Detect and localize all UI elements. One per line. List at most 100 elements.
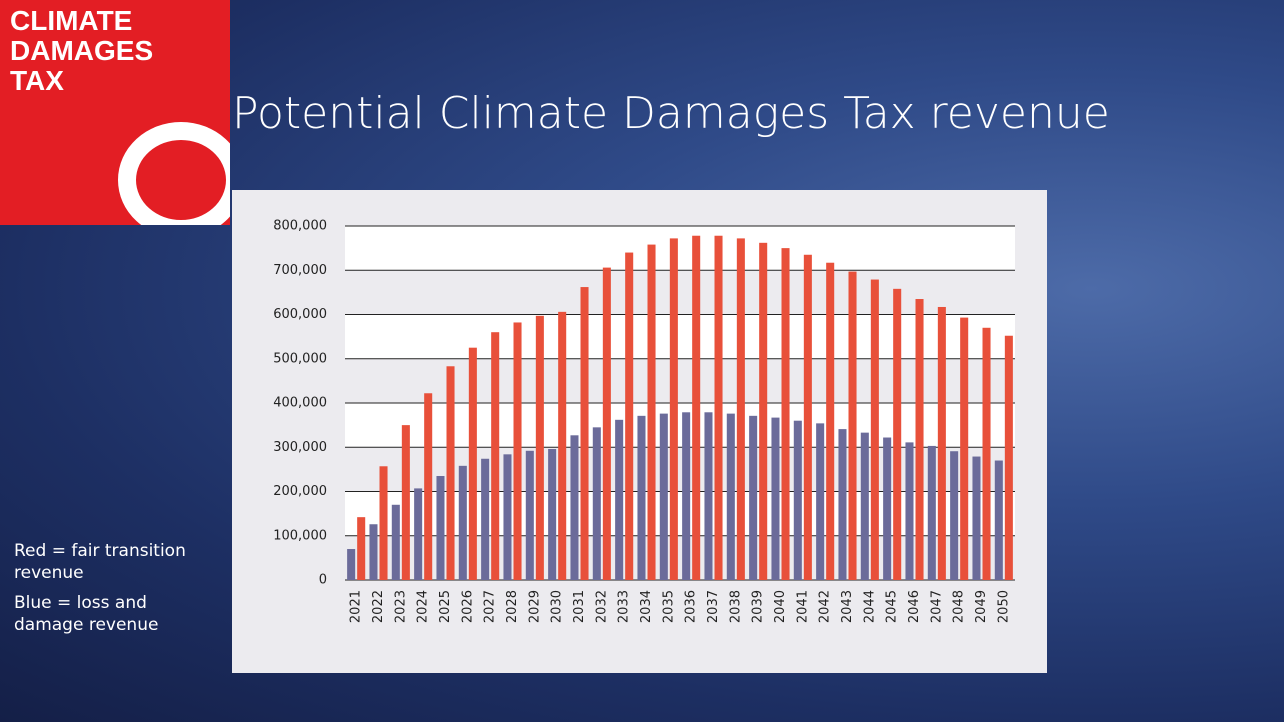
bar [938, 307, 946, 580]
bar [503, 454, 511, 580]
bar [392, 505, 400, 580]
bar [558, 312, 566, 580]
x-tick-label: 2029 [527, 590, 542, 623]
bar [637, 416, 645, 580]
bar [593, 427, 601, 580]
x-tick-label: 2046 [907, 590, 922, 623]
bar [715, 236, 723, 580]
bar [514, 322, 522, 580]
x-tick-label: 2035 [661, 590, 676, 623]
bar [871, 280, 879, 580]
bar [749, 416, 757, 580]
bar [570, 435, 578, 580]
bar [682, 412, 690, 580]
note: Red = fair transition revenue [14, 540, 214, 584]
bar [424, 393, 432, 580]
x-tick-label: 2042 [818, 590, 833, 623]
logo-text: CLIMATE [0, 0, 230, 36]
slide: CLIMATE DAMAGES TAX Potential Climate Da… [0, 0, 1284, 722]
x-tick-label: 2043 [840, 590, 855, 623]
bar [447, 366, 455, 580]
grid-band [345, 403, 1015, 447]
x-tick-label: 2026 [460, 590, 475, 623]
bar [972, 457, 980, 580]
bar [692, 236, 700, 580]
x-tick-label: 2044 [862, 590, 877, 623]
slide-title: Potential Climate Damages Tax revenue [232, 88, 1110, 139]
bar [905, 442, 913, 580]
x-tick-label: 2031 [572, 590, 587, 623]
bar [1005, 336, 1013, 580]
x-tick-label: 2040 [773, 590, 788, 623]
bar [625, 253, 633, 580]
y-tick-label: 300,000 [273, 440, 327, 455]
y-tick-label: 600,000 [273, 307, 327, 322]
bar [581, 287, 589, 580]
bar [759, 243, 767, 580]
bar [526, 451, 534, 580]
bar [794, 421, 802, 580]
note: Blue = loss and damage revenue [14, 592, 214, 636]
bar [414, 488, 422, 580]
bar [357, 517, 365, 580]
bar [491, 332, 499, 580]
bar [380, 466, 388, 580]
x-tick-label: 2033 [617, 590, 632, 623]
x-tick-label: 2034 [639, 590, 654, 623]
bar [436, 476, 444, 580]
y-tick-label: 400,000 [273, 396, 327, 411]
logo-ring [118, 122, 230, 225]
bar [804, 255, 812, 580]
bar [861, 433, 869, 580]
bar [536, 316, 544, 580]
y-tick-label: 800,000 [273, 219, 327, 234]
y-tick-label: 100,000 [273, 528, 327, 543]
logo-text: DAMAGES [0, 36, 230, 66]
bar [838, 429, 846, 580]
bar [737, 238, 745, 580]
notes: Red = fair transition revenue Blue = los… [14, 540, 214, 644]
bar [615, 420, 623, 580]
x-tick-label: 2041 [795, 590, 810, 623]
x-tick-label: 2024 [416, 590, 431, 623]
x-tick-label: 2047 [929, 590, 944, 623]
bar [660, 414, 668, 580]
grid-band [345, 226, 1015, 270]
bar [469, 348, 477, 580]
bar [548, 449, 556, 580]
x-tick-label: 2045 [885, 590, 900, 623]
bar [603, 268, 611, 580]
y-tick-label: 0 [319, 573, 327, 588]
bar [950, 451, 958, 580]
y-tick-label: 200,000 [273, 484, 327, 499]
bar [369, 524, 377, 580]
bar [826, 263, 834, 580]
grid-band [345, 315, 1015, 359]
bar [782, 248, 790, 580]
x-tick-label: 2039 [751, 590, 766, 623]
x-tick-label: 2022 [371, 590, 386, 623]
bar [849, 272, 857, 580]
bar [704, 412, 712, 580]
x-tick-label: 2028 [505, 590, 520, 623]
x-tick-label: 2027 [483, 590, 498, 623]
x-tick-label: 2048 [952, 590, 967, 623]
y-tick-label: 700,000 [273, 263, 327, 278]
chart: 0 100,000 200,000 300,000 400,000 500,000 600,… [232, 190, 1047, 673]
bar [481, 459, 489, 580]
x-tick-label: 2038 [728, 590, 743, 623]
grid-band [345, 492, 1015, 536]
bar [928, 446, 936, 580]
x-tick-label: 2021 [349, 590, 364, 623]
x-tick-label: 2036 [684, 590, 699, 623]
y-tick-label: 500,000 [273, 351, 327, 366]
x-tick-label: 2025 [438, 590, 453, 623]
bar [883, 438, 891, 580]
logo: CLIMATE DAMAGES TAX [0, 0, 230, 225]
logo-text: TAX [0, 66, 230, 96]
x-tick-label: 2030 [550, 590, 565, 623]
bar [402, 425, 410, 580]
x-tick-label: 2023 [393, 590, 408, 623]
x-tick-label: 2032 [594, 590, 609, 623]
x-tick-label: 2049 [974, 590, 989, 623]
